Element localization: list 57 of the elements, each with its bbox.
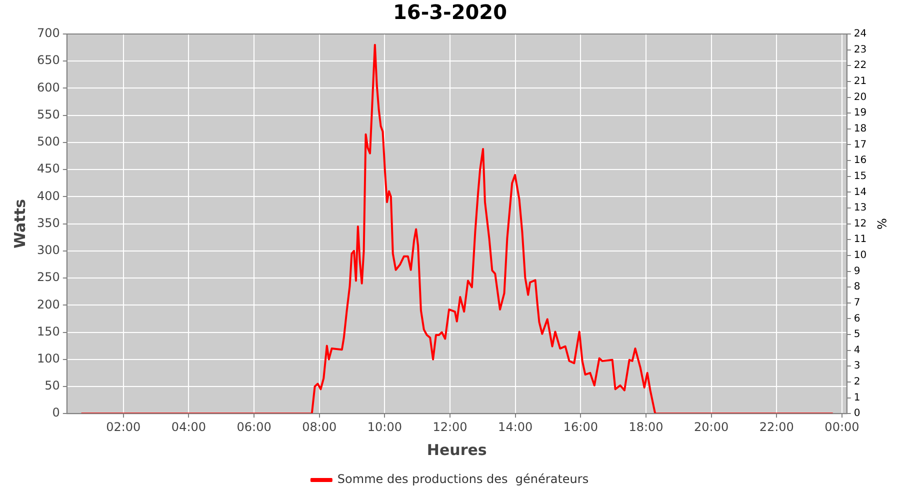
y2-tick-label: 11	[854, 234, 867, 246]
y2-tick-label: 22	[854, 60, 867, 72]
x-tick-label: 20:00	[694, 420, 729, 434]
y-tick-label: 450	[37, 162, 60, 176]
y2-tick-label: 12	[854, 218, 867, 230]
y2-tick-label: 23	[854, 44, 867, 56]
y2-tick-label: 16	[854, 155, 867, 166]
y-tick-label: 700	[37, 26, 60, 40]
y2-tick-label: 19	[854, 108, 867, 119]
y2-tick-label: 2	[854, 376, 860, 388]
y2-tick-label: 21	[854, 76, 867, 88]
y-tick-label: 250	[37, 270, 60, 284]
legend-label: Somme des productions des générateurs	[337, 472, 589, 486]
y2-tick-label: 15	[854, 170, 867, 182]
x-tick-label: 02:00	[106, 420, 141, 434]
y2-tick-label: 8	[854, 282, 860, 293]
y2-tick-label: 17	[854, 139, 867, 150]
y2-tick-label: 4	[854, 344, 860, 356]
x-tick-label: 12:00	[432, 420, 468, 434]
x-tick-label: 04:00	[171, 420, 206, 434]
y-tick-label: 600	[37, 80, 60, 94]
x-tick-label: 22:00	[759, 420, 794, 434]
x-tick-label: 16:00	[563, 420, 598, 434]
y-tick-label: 550	[37, 107, 60, 122]
y2-tick-label: 20	[854, 92, 867, 103]
y2-tick-label: 3	[854, 360, 860, 372]
x-tick-label: 00:00	[824, 420, 860, 434]
y-tick-label: 100	[37, 351, 60, 366]
y2-tick-label: 13	[854, 202, 867, 214]
y2-tick-label: 6	[854, 313, 860, 324]
y-tick-label: 400	[37, 188, 60, 203]
y2-tick-label: 9	[854, 266, 860, 277]
x-tick-label: 06:00	[236, 420, 272, 434]
y-tick-label: 300	[37, 243, 60, 258]
x-tick-label: 08:00	[302, 420, 337, 434]
y2-tick-label: 14	[854, 186, 867, 198]
y-tick-label: 350	[37, 216, 60, 230]
y2-tick-label: 5	[854, 329, 860, 340]
y2-tick-label: 10	[854, 250, 867, 262]
y-tick-label: 650	[37, 53, 60, 68]
x-tick-label: 18:00	[628, 420, 664, 434]
y2-tick-label: 1	[854, 392, 860, 404]
x-tick-label: 14:00	[498, 420, 533, 434]
y-tick-label: 500	[37, 134, 60, 149]
chart-title: 16-3-2020	[392, 0, 508, 24]
y-axis-title: Watts	[10, 199, 29, 249]
y2-tick-label: 7	[854, 297, 860, 308]
y2-tick-label: 0	[854, 408, 860, 420]
y2-tick-label: 18	[854, 123, 867, 134]
y2-axis-title: %	[874, 218, 889, 230]
x-tick-label: 10:00	[367, 420, 402, 434]
x-axis-title: Heures	[426, 440, 487, 459]
y-tick-label: 50	[44, 378, 60, 393]
y2-tick-label: 24	[854, 28, 867, 40]
y-tick-label: 0	[52, 406, 60, 420]
y-tick-label: 200	[37, 297, 60, 312]
y-tick-label: 150	[37, 324, 60, 338]
